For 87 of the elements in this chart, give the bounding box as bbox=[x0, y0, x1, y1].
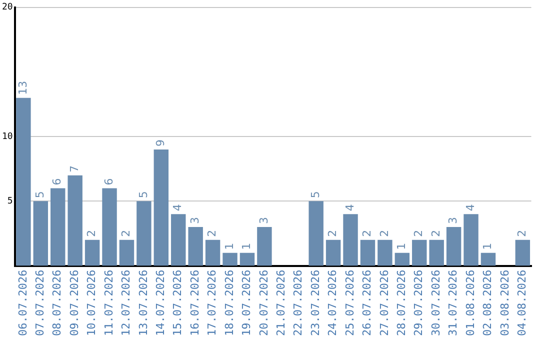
data-label: 1 bbox=[395, 242, 408, 250]
bar bbox=[84, 240, 100, 266]
x-tick-label: 15.07.2026 bbox=[171, 270, 184, 336]
data-label: 1 bbox=[240, 242, 254, 250]
x-tick-label: 19.07.2026 bbox=[240, 270, 254, 336]
data-label: 3 bbox=[257, 217, 270, 224]
y-tick-label: 5 bbox=[7, 196, 13, 207]
bar bbox=[240, 252, 255, 266]
data-label: 5 bbox=[34, 191, 47, 198]
data-label: 1 bbox=[222, 242, 236, 250]
data-label: 2 bbox=[378, 230, 391, 237]
bar bbox=[360, 240, 376, 266]
x-tick-label: 27.07.2026 bbox=[378, 270, 391, 336]
bar bbox=[257, 227, 272, 266]
x-tick-label: 11.07.2026 bbox=[102, 270, 116, 336]
bar bbox=[378, 240, 392, 266]
y-tick-label: 20 bbox=[2, 2, 13, 13]
x-tick-label: 20.07.2026 bbox=[257, 270, 270, 336]
x-tick-label: 17.07.2026 bbox=[206, 270, 219, 336]
x-tick-label: 02.08.2026 bbox=[481, 270, 494, 336]
x-tick-label: 03.08.2026 bbox=[498, 270, 512, 336]
data-label: 9 bbox=[154, 140, 168, 147]
data-label: 2 bbox=[85, 230, 98, 237]
data-label: 7 bbox=[68, 165, 81, 172]
x-tick-label: 07.07.2026 bbox=[34, 270, 47, 336]
data-label: 6 bbox=[50, 178, 64, 186]
bar bbox=[446, 227, 462, 266]
data-label: 5 bbox=[136, 191, 150, 198]
bar bbox=[222, 252, 238, 266]
x-tick-label: 26.07.2026 bbox=[360, 270, 374, 336]
bar bbox=[412, 240, 427, 266]
bar bbox=[102, 188, 117, 266]
data-label: 4 bbox=[171, 204, 184, 212]
data-label: 2 bbox=[516, 230, 529, 237]
x-tick-label: 30.07.2026 bbox=[429, 270, 442, 336]
bar bbox=[394, 252, 410, 266]
data-label: 13 bbox=[16, 80, 30, 95]
data-label: 2 bbox=[326, 230, 340, 237]
x-tick-label: 13.07.2026 bbox=[136, 270, 150, 336]
x-tick-label: 23.07.2026 bbox=[308, 270, 322, 336]
x-tick-label: 31.07.2026 bbox=[446, 270, 460, 336]
x-tick-label: 09.07.2026 bbox=[68, 270, 81, 336]
x-tick-label: 24.07.2026 bbox=[326, 270, 340, 336]
data-label: 1 bbox=[481, 242, 494, 250]
bar bbox=[480, 252, 496, 266]
bar bbox=[464, 214, 478, 266]
bar bbox=[154, 150, 169, 266]
x-tick-label: 29.07.2026 bbox=[412, 270, 426, 336]
data-label: 2 bbox=[412, 230, 426, 237]
bar bbox=[136, 201, 152, 266]
x-tick-label: 21.07.2026 bbox=[274, 270, 288, 336]
x-tick-label: 25.07.2026 bbox=[343, 270, 356, 336]
x-tick-label: 14.07.2026 bbox=[154, 270, 168, 336]
data-label: 2 bbox=[120, 230, 133, 237]
x-tick-label: 08.07.2026 bbox=[50, 270, 64, 336]
y-tick-label: 10 bbox=[2, 132, 13, 142]
bar bbox=[50, 188, 66, 266]
data-label: 3 bbox=[188, 217, 202, 224]
data-label: 4 bbox=[343, 204, 356, 212]
bar bbox=[205, 240, 220, 266]
data-label: 2 bbox=[360, 230, 374, 237]
bar bbox=[326, 240, 341, 266]
bar bbox=[308, 201, 324, 266]
data-label: 6 bbox=[102, 178, 116, 186]
x-tick-label: 01.08.2026 bbox=[464, 270, 477, 336]
bar bbox=[33, 201, 48, 266]
bar bbox=[16, 98, 31, 266]
data-label: 3 bbox=[446, 217, 460, 224]
data-label: 4 bbox=[464, 204, 477, 212]
data-label: 2 bbox=[206, 230, 219, 237]
x-tick-label: 16.07.2026 bbox=[188, 270, 202, 336]
data-label: 2 bbox=[429, 230, 442, 237]
x-tick-label: 12.07.2026 bbox=[120, 270, 133, 336]
x-tick-label: 22.07.2026 bbox=[292, 270, 305, 336]
bar bbox=[119, 240, 134, 266]
x-tick-label: 18.07.2026 bbox=[222, 270, 236, 336]
bar bbox=[515, 240, 530, 266]
x-tick-label: 28.07.2026 bbox=[395, 270, 408, 336]
x-tick-label: 06.07.2026 bbox=[16, 270, 30, 336]
bar bbox=[171, 214, 186, 266]
x-tick-label: 04.08.2026 bbox=[516, 270, 529, 336]
x-tick-label: 10.07.2026 bbox=[85, 270, 98, 336]
bar bbox=[343, 214, 358, 266]
data-label: 5 bbox=[308, 191, 322, 198]
bar bbox=[188, 227, 203, 266]
bar bbox=[68, 175, 82, 266]
bar bbox=[429, 240, 444, 266]
